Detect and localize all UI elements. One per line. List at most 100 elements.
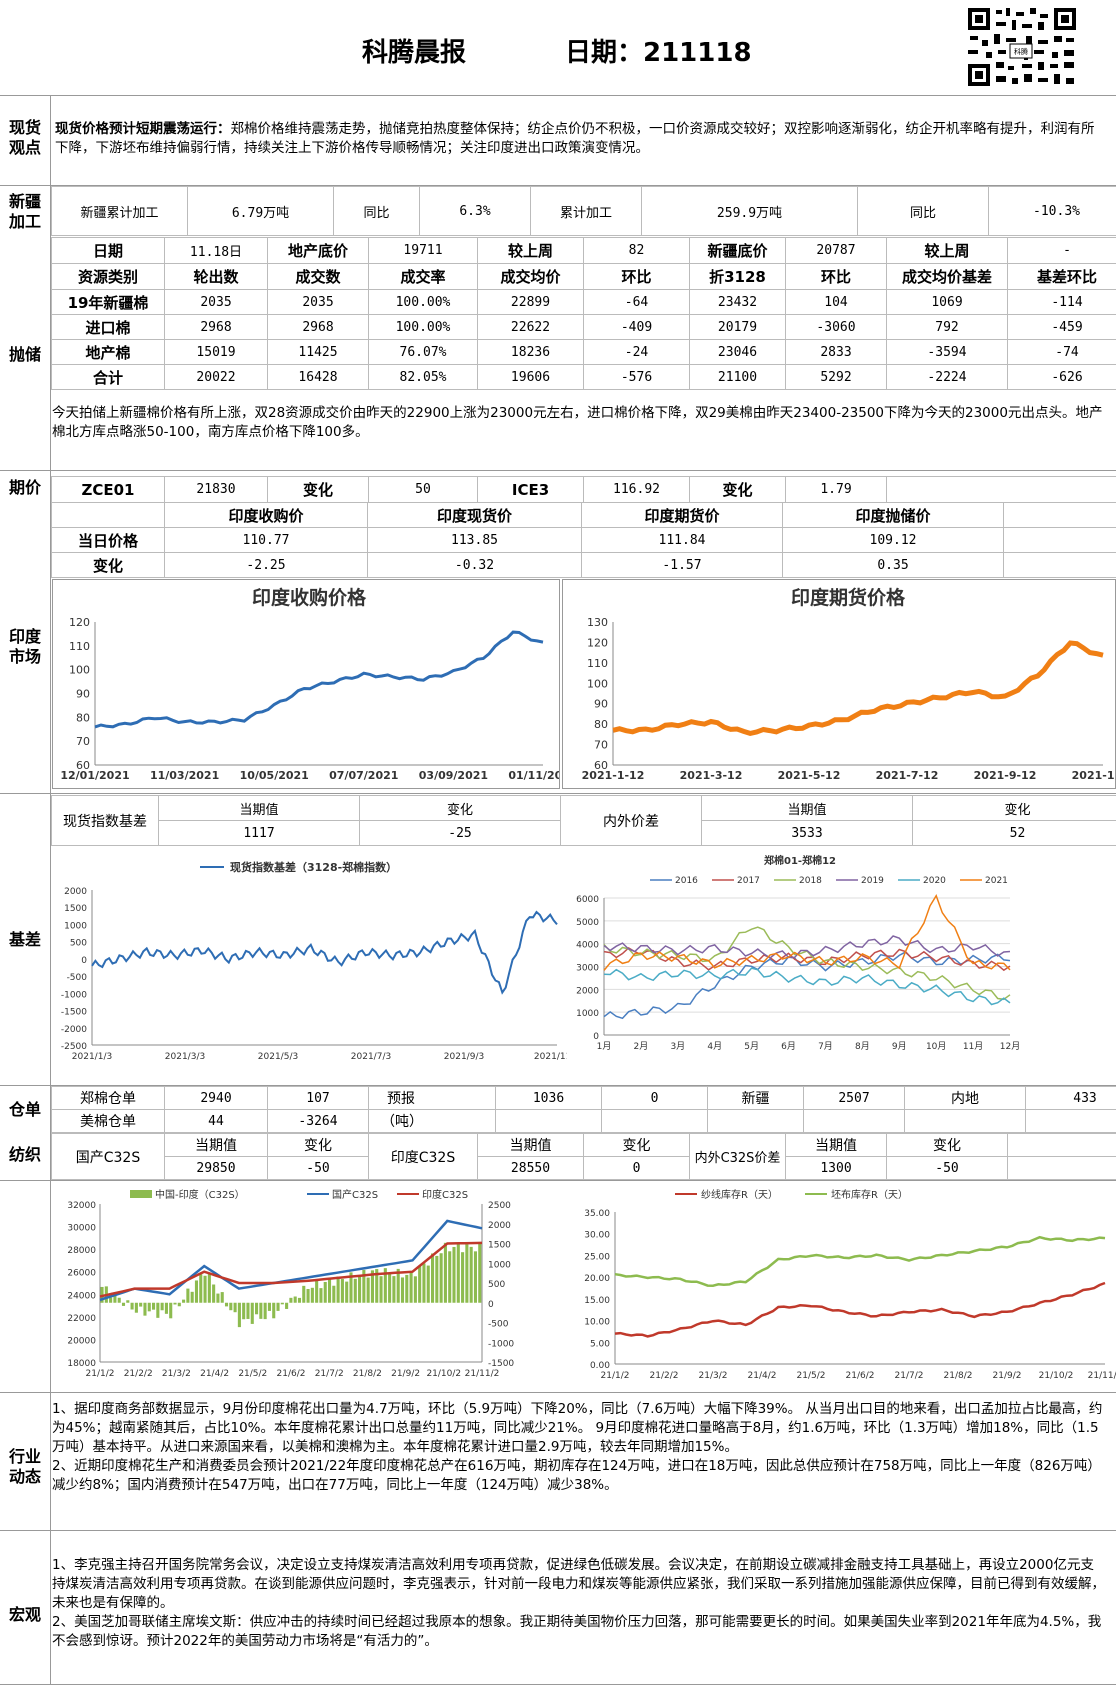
table-row: 进口棉 2968 2968 100.00% 22622 -409 20179 -3060 792… bbox=[51, 314, 1116, 340]
x-tick-label: 21/3/2 bbox=[699, 1371, 728, 1381]
auction-cell: -24 bbox=[583, 339, 690, 365]
y-tick-label: 80 bbox=[76, 711, 90, 724]
bar bbox=[233, 1302, 237, 1313]
auction-cell: 792 bbox=[886, 314, 1008, 340]
bar bbox=[156, 1302, 160, 1318]
x-tick-label: 21/11/2 bbox=[465, 1369, 500, 1379]
chart-spread-svg: 郑棉01-郑棉12 2016 2017 2018 2019 2020 2021 0 1000 20… bbox=[576, 854, 1020, 1052]
auction-cell: 5292 bbox=[785, 364, 887, 390]
textile-header: 变化 bbox=[267, 1133, 369, 1157]
warehouse-cell: 0 bbox=[601, 1086, 708, 1110]
y-tick-label: 18000 bbox=[67, 1359, 96, 1369]
bar bbox=[293, 1296, 297, 1303]
futures-cell: 50 bbox=[368, 476, 478, 503]
y-tick-label: 10.00 bbox=[584, 1318, 610, 1328]
bar bbox=[212, 1284, 216, 1303]
x-tick-label: 21/9/2 bbox=[993, 1371, 1022, 1381]
bar bbox=[134, 1302, 138, 1313]
y-tick-label: 1000 bbox=[576, 1009, 599, 1019]
y-tick-label: 5000 bbox=[576, 918, 599, 928]
bar bbox=[113, 1293, 117, 1303]
warehouse-cell: 美棉仓单 bbox=[51, 1109, 165, 1133]
x-tick-label: 3月 bbox=[670, 1041, 685, 1052]
spot-view-headline: 现货价格预计短期震荡运行： bbox=[55, 121, 231, 137]
bar bbox=[439, 1253, 443, 1303]
bar bbox=[340, 1279, 344, 1303]
x-tick-label: 21/2/2 bbox=[124, 1369, 153, 1379]
basis-header: 变化 bbox=[359, 795, 561, 821]
auction-header: 环比 bbox=[583, 263, 690, 290]
basis-header: 当期值 bbox=[701, 795, 913, 821]
textile-header: 当期值 bbox=[785, 1133, 887, 1157]
y2-tick-label: -500 bbox=[488, 1320, 509, 1330]
auction-header: 资源类别 bbox=[51, 263, 165, 290]
warehouse-cell: -3264 bbox=[267, 1109, 369, 1133]
bar bbox=[177, 1302, 181, 1307]
bar bbox=[289, 1297, 293, 1303]
bar bbox=[306, 1288, 310, 1303]
x-tick-label: 21/1/2 bbox=[86, 1369, 115, 1379]
bar bbox=[405, 1274, 409, 1303]
x-tick-label: 7月 bbox=[818, 1041, 833, 1052]
textile-header: 变化 bbox=[583, 1133, 690, 1157]
auction-header: 基差环比 bbox=[1007, 263, 1116, 290]
textile-value: 0 bbox=[583, 1156, 690, 1180]
india-change-cell: -0.32 bbox=[367, 552, 582, 578]
warehouse-cell: 内地 bbox=[904, 1086, 1026, 1110]
bar bbox=[392, 1276, 396, 1303]
y-tick-label: 100 bbox=[587, 677, 608, 690]
table-row: 地产棉 15019 11425 76.07% 18236 -24 23046 2833 -359… bbox=[51, 339, 1116, 365]
legend-label: 中国-印度（C32S） bbox=[155, 1188, 245, 1201]
chart-spread: 郑棉01-郑棉12 2016 2017 2018 2019 2020 2021 0 1000 20… bbox=[570, 850, 1116, 1075]
x-tick-label: 2021/7/3 bbox=[351, 1052, 391, 1062]
india-futures-header: 印度期货价 bbox=[581, 502, 783, 528]
bar bbox=[152, 1302, 156, 1310]
series-line-2017 bbox=[603, 946, 1011, 972]
chart-india-futures: 印度期货价格 60 70 80 90 100 110 120 130 2021-1-12 2021-… bbox=[562, 579, 1116, 789]
auction-row1-c8: 较上周 bbox=[886, 237, 1008, 264]
auction-row1-c3: 19711 bbox=[368, 237, 478, 264]
series-line-s0 bbox=[94, 630, 544, 729]
warehouse-cell: 44 bbox=[164, 1109, 268, 1133]
y2-tick-label: 2000 bbox=[488, 1221, 511, 1231]
bar bbox=[469, 1246, 473, 1303]
bar bbox=[285, 1302, 289, 1309]
auction-cell: -576 bbox=[583, 364, 690, 390]
section-spot-text: 现货 观点 bbox=[8, 118, 41, 157]
x-tick-label: 07/07/2021 bbox=[329, 769, 398, 782]
india-reserve-header: 印度抛储价 bbox=[782, 502, 1004, 528]
xj-value-3: 259.9万吨 bbox=[641, 186, 858, 236]
legend-swatch bbox=[130, 1190, 152, 1198]
bar bbox=[336, 1276, 340, 1303]
section-label-warehouse: 仓单 bbox=[8, 1100, 41, 1119]
auction-cell: 地产棉 bbox=[51, 339, 165, 365]
y-tick-label: 110 bbox=[587, 657, 608, 670]
warehouse-cell: 2507 bbox=[803, 1086, 905, 1110]
y-tick-label: 4000 bbox=[576, 941, 599, 951]
series-line-坯布库存R（天） bbox=[614, 1235, 1106, 1287]
x-tick-label: 2021/11/3 bbox=[534, 1052, 567, 1062]
chart-india-futures-svg: 印度期货价格 60 70 80 90 100 110 120 130 2021-1-12 2021-… bbox=[582, 586, 1116, 782]
x-tick-label: 01/11/2021 bbox=[508, 769, 559, 782]
basis-change-2: 52 bbox=[912, 820, 1116, 846]
chart-title: 印度期货价格 bbox=[791, 586, 906, 609]
x-tick-label: 21/10/2 bbox=[426, 1369, 461, 1379]
auction-header: 成交率 bbox=[368, 263, 478, 290]
y2-tick-label: -1000 bbox=[488, 1339, 514, 1349]
bar bbox=[452, 1246, 456, 1303]
legend-label: 2016 bbox=[675, 876, 698, 886]
bar bbox=[186, 1288, 190, 1303]
india-spot-header: 印度现货价 bbox=[367, 502, 582, 528]
bar bbox=[448, 1251, 452, 1303]
auction-cell: 100.00% bbox=[368, 314, 478, 340]
auction-cell: -626 bbox=[1007, 364, 1116, 390]
y-tick-label: 60 bbox=[594, 759, 608, 772]
x-tick-label: 21/9/2 bbox=[391, 1369, 420, 1379]
x-tick-label: 9月 bbox=[892, 1041, 907, 1052]
y-tick-label: -1500 bbox=[61, 1008, 87, 1018]
y-tick-label: 1500 bbox=[64, 904, 87, 914]
x-tick-label: 2021-11-1 bbox=[1072, 769, 1115, 782]
bar bbox=[220, 1292, 224, 1303]
bar bbox=[358, 1276, 362, 1303]
x-tick-label: 2021/3/3 bbox=[165, 1052, 205, 1062]
